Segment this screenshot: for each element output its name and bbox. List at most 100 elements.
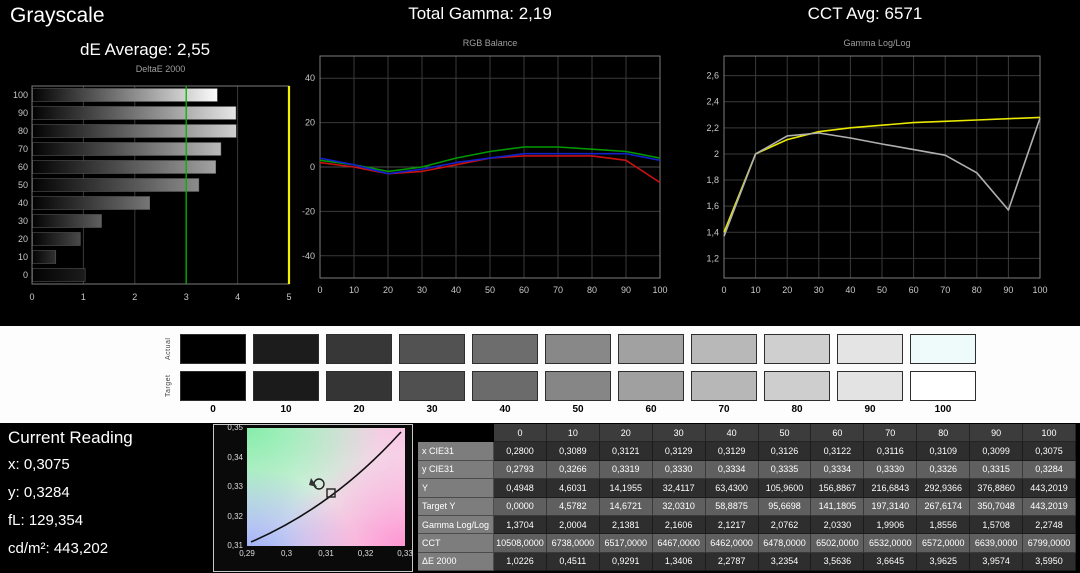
swatch-level-label: 90 — [864, 404, 876, 415]
table-cell: 0,0000 — [494, 497, 547, 516]
measured-point-marker — [313, 478, 325, 490]
table-cell: 156,8867 — [811, 479, 865, 498]
table-cell: 267,6174 — [917, 497, 971, 516]
swatch-level-label: 10 — [280, 404, 292, 415]
actual-swatch-30 — [399, 334, 465, 364]
chart-rgb-y-tick: 40 — [305, 73, 315, 83]
chart-gamma-x-tick: 80 — [972, 285, 982, 295]
table-cell: 0,3334 — [811, 460, 865, 480]
actual-swatch-60 — [618, 334, 684, 364]
deltae-x-tick: 2 — [132, 292, 137, 302]
deltae-bar-50 — [32, 178, 200, 192]
table-cell: 32,0310 — [652, 497, 706, 516]
total-gamma-value: Total Gamma: 2,19 — [408, 4, 552, 23]
table-cell: 58,8875 — [705, 497, 759, 516]
table-cell: 1,5708 — [970, 515, 1024, 535]
chart-gamma-y-tick: 2,6 — [706, 71, 719, 81]
table-col-header: 50 — [758, 424, 812, 443]
table-cell: 6467,0000 — [652, 534, 706, 553]
target-swatch-90 — [837, 371, 903, 401]
table-row-label: Gamma Log/Log — [418, 515, 494, 535]
reading-section: Current Reading x: 0,3075 y: 0,3284 fL: … — [0, 423, 1080, 573]
page-title: Grayscale — [10, 4, 105, 27]
table-cell: 0,3330 — [652, 460, 706, 480]
table-cell: 443,2019 — [1023, 497, 1076, 516]
chart-gamma-x-tick: 20 — [782, 285, 792, 295]
target-swatch-80 — [764, 371, 830, 401]
table-cell: 0,3335 — [758, 460, 812, 480]
chart-gamma-x-tick: 40 — [845, 285, 855, 295]
table-cell: 4,6031 — [546, 479, 600, 498]
target-swatch-10 — [253, 371, 319, 401]
table-cell: 63,4300 — [705, 479, 759, 498]
table-col-header: 80 — [917, 424, 971, 443]
table-cell: 1,3406 — [652, 552, 706, 571]
reading-fl: fL: 129,354 — [8, 512, 84, 529]
table-cell: 6502,0000 — [811, 534, 865, 553]
table-cell: 6517,0000 — [599, 534, 653, 553]
cie-y-tick: 0,35 — [227, 423, 243, 432]
table-cell: 376,8860 — [970, 479, 1024, 498]
deltae-bar-0 — [32, 268, 86, 282]
swatch-level-label: 0 — [210, 404, 216, 415]
chart-rgb-x-tick: 50 — [485, 285, 495, 295]
table-cell: 6639,0000 — [970, 534, 1024, 553]
table-cell: 0,3326 — [917, 460, 971, 480]
swatch-level-label: 80 — [791, 404, 803, 415]
table-cell: 2,2748 — [1023, 515, 1076, 535]
deltae-bar-40 — [32, 196, 150, 210]
chart-rgb-x-tick: 80 — [587, 285, 597, 295]
deltae-y-tick: 50 — [18, 180, 28, 190]
table-cell: 0,4511 — [546, 552, 600, 571]
deltae-x-tick: 5 — [286, 292, 291, 302]
chart-gamma-x-tick: 50 — [877, 285, 887, 295]
table-cell: 0,3129 — [652, 442, 706, 461]
rgb-balance-line-chart: 0 10 20 30 40 50 60 70 80 90 100 -40 -20 0 20 40 — [288, 48, 668, 315]
chart-rgb-y-tick: 20 — [305, 118, 315, 128]
deltae-2000-bar-chart: 0 1 2 3 4 5 100 90 80 70 60 50 40 30 20 10 0 — [2, 76, 304, 316]
cursor-marker — [309, 478, 317, 487]
cie-y-tick: 0,34 — [227, 452, 243, 462]
deltae-x-tick: 0 — [29, 292, 34, 302]
gamma-measured-line — [723, 117, 1041, 237]
table-col-header: 70 — [864, 424, 918, 443]
target-swatch-100 — [910, 371, 976, 401]
actual-swatch-100 — [910, 334, 976, 364]
table-cell: 0,3109 — [917, 442, 971, 461]
deltae-bar-20 — [32, 232, 81, 246]
table-cell: 0,3334 — [705, 460, 759, 480]
chart-gamma-svg: 0 10 20 30 40 50 60 70 80 90 100 1,2 1,4 1,6 1,8 2 2,2 2,… — [706, 55, 1048, 295]
table-col-header: 90 — [970, 424, 1024, 443]
table-cell: 14,1955 — [599, 479, 653, 498]
chart-gamma-x-tick: 30 — [814, 285, 824, 295]
actual-swatch-0 — [180, 334, 246, 364]
table-cell: 1,0226 — [494, 552, 547, 571]
chart-gamma-x-tick: 100 — [1032, 285, 1047, 295]
chart-gamma-y-tick: 1,8 — [706, 175, 719, 185]
table-cell: 6572,0000 — [917, 534, 971, 553]
table-cell: 0,3129 — [705, 442, 759, 461]
chart-rgb-y-tick: 0 — [310, 162, 315, 172]
gamma-target-line — [723, 116, 1041, 233]
table-cell: 2,0004 — [546, 515, 600, 535]
chart-gamma-x-tick: 60 — [909, 285, 919, 295]
table-cell: 10508,0000 — [494, 534, 547, 553]
table-row-label: y CIE31 — [418, 460, 494, 480]
table-cell: 0,3266 — [546, 460, 600, 480]
chart-rgb-x-tick: 20 — [383, 285, 393, 295]
deltae-y-tick: 30 — [18, 216, 28, 226]
table-cell: 1,8556 — [917, 515, 971, 535]
table-col-header: 10 — [546, 424, 600, 443]
chart-rgb-svg: 0 10 20 30 40 50 60 70 80 90 100 -40 -20 0 20 40 — [302, 55, 668, 295]
actual-swatch-10 — [253, 334, 319, 364]
actual-swatch-40 — [472, 334, 538, 364]
target-swatch-40 — [472, 371, 538, 401]
table-cell: 0,4948 — [494, 479, 547, 498]
reading-cdm2: cd/m²: 443,202 — [8, 540, 109, 557]
deltae-y-tick: 80 — [18, 126, 28, 136]
chart-gamma-x-tick: 90 — [1003, 285, 1013, 295]
chart-rgb-x-tick: 10 — [349, 285, 359, 295]
deltae-y-tick: 90 — [18, 108, 28, 118]
deltae-bar-90 — [32, 106, 237, 120]
swatch-level-label: 100 — [934, 404, 952, 415]
